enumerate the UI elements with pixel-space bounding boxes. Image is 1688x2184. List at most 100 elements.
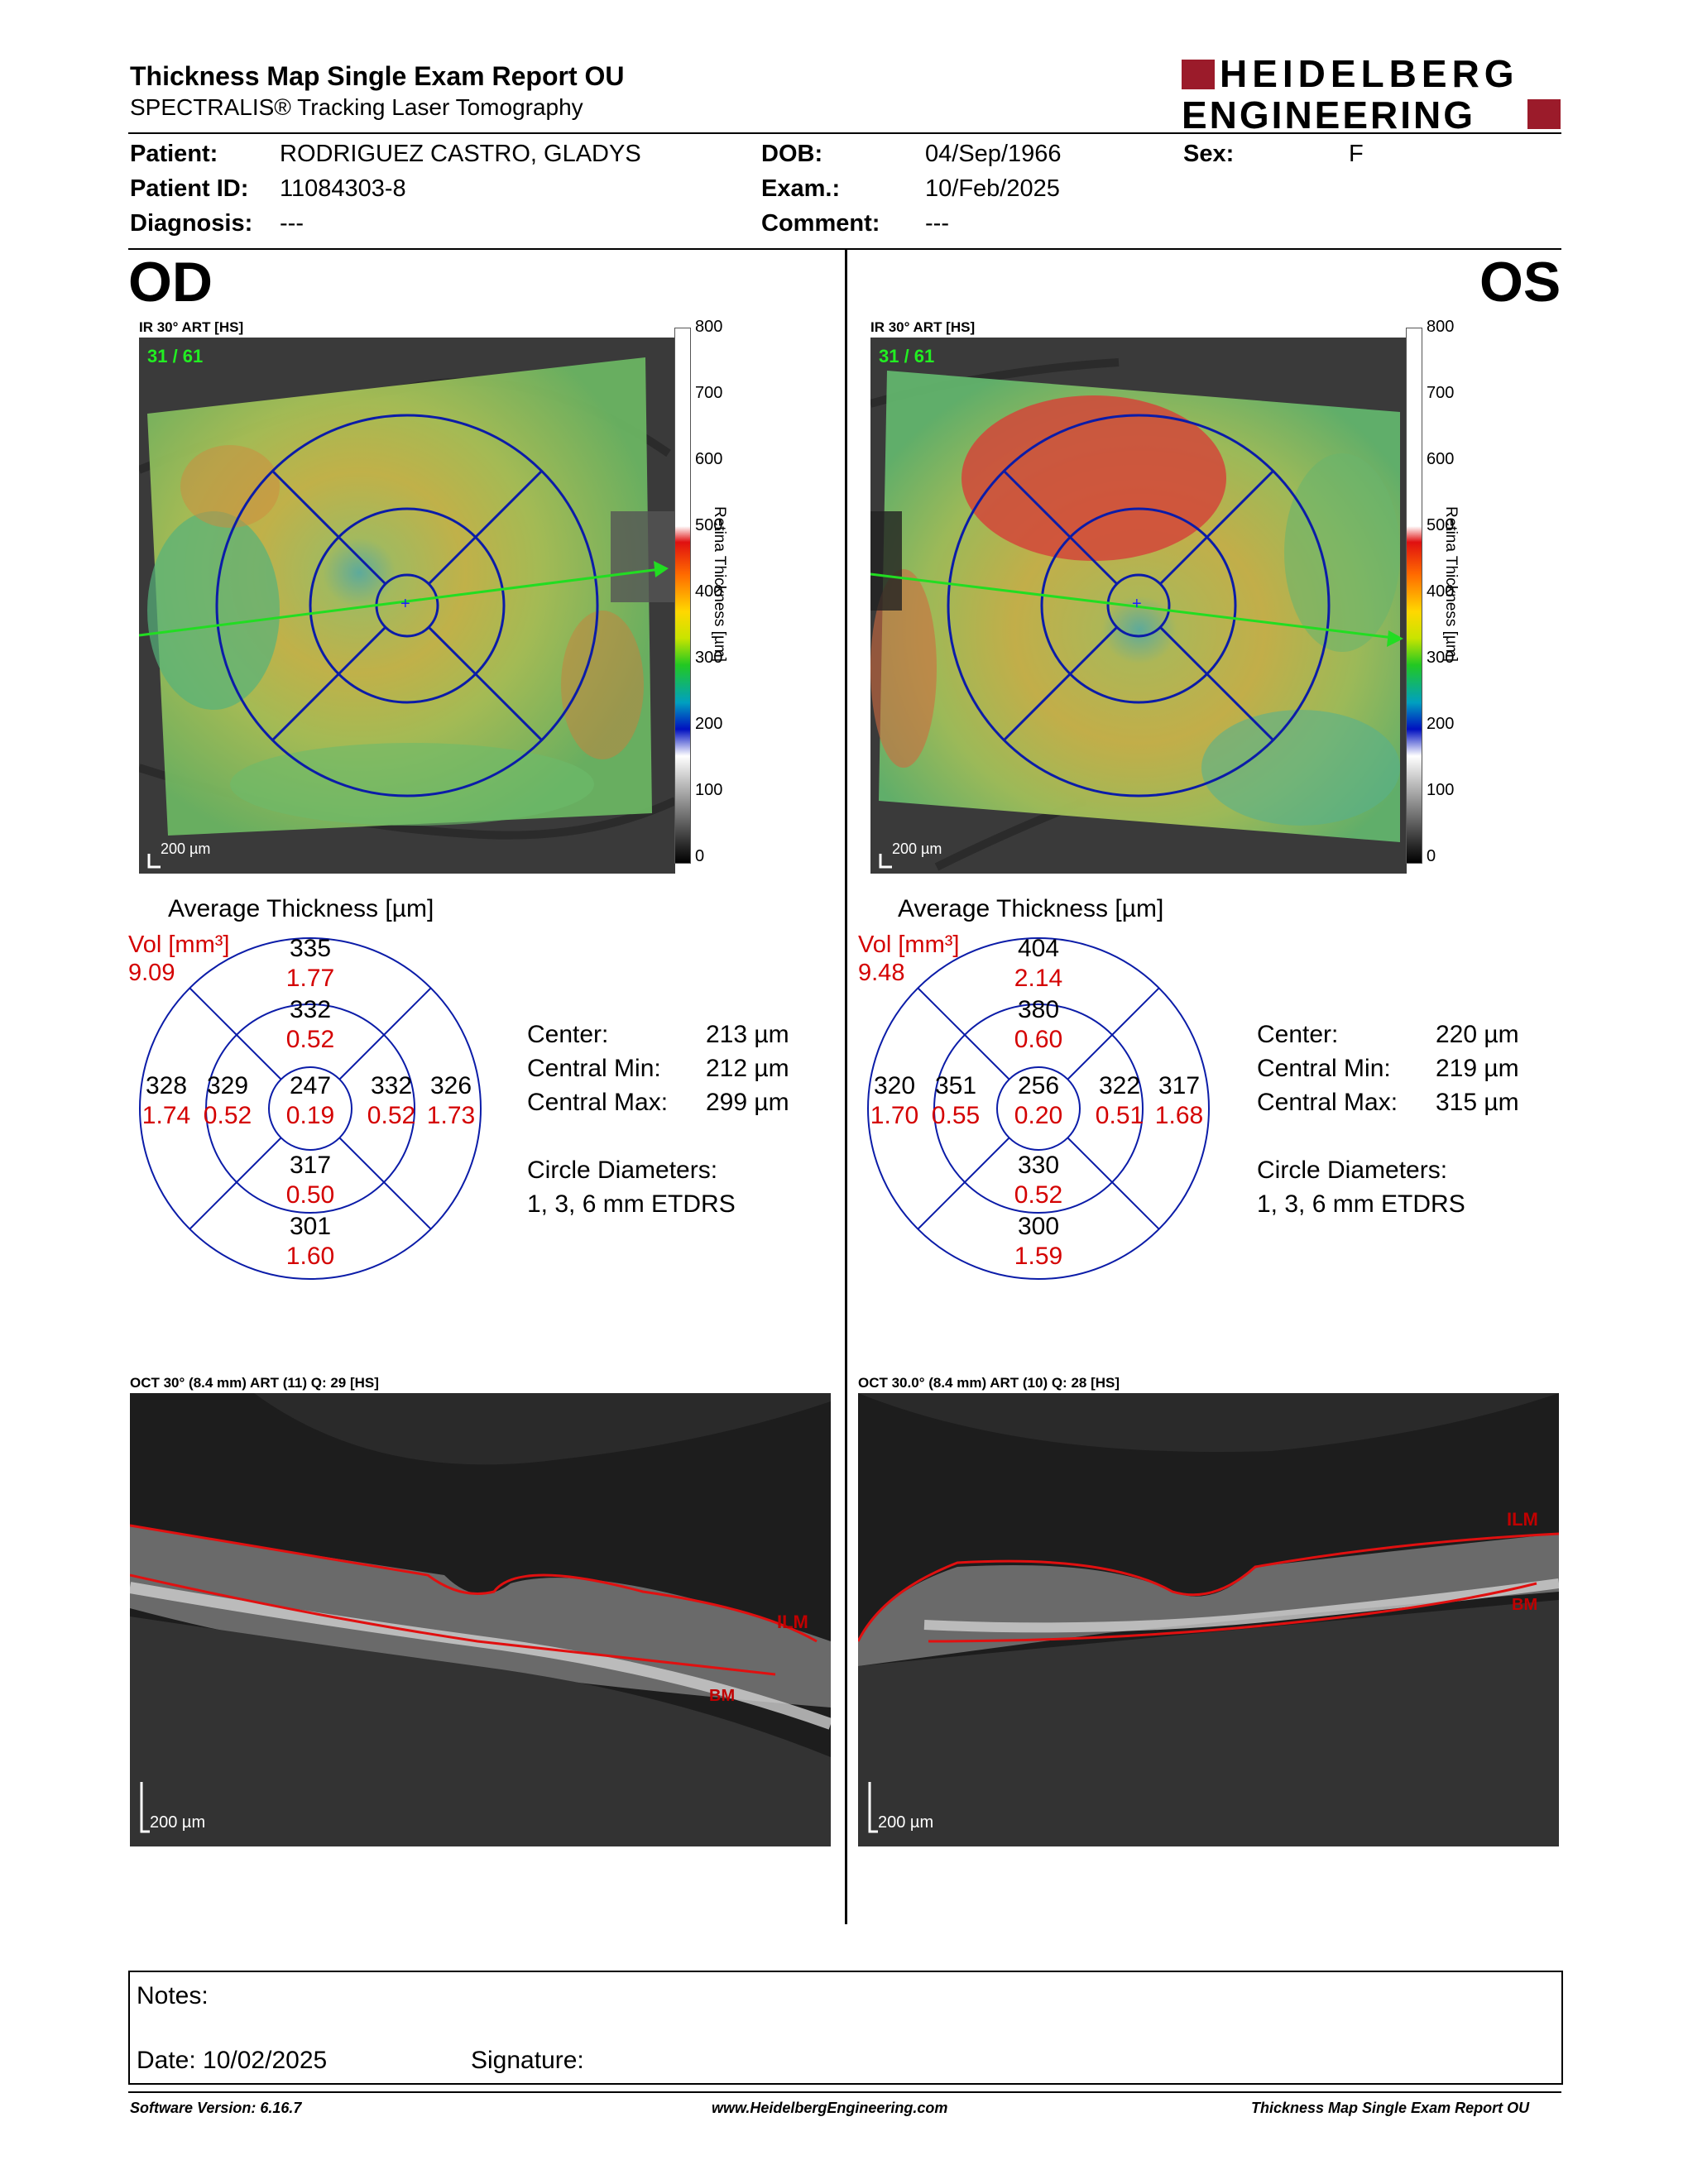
os-inner-inf-thickness: 330 bbox=[1017, 1152, 1060, 1179]
os-inner-sup-thickness: 380 bbox=[1017, 996, 1060, 1023]
os-inner-sup-vol: 0.60 bbox=[1014, 1026, 1063, 1053]
od-frame-counter: 31 / 61 bbox=[147, 346, 203, 366]
od-inner-right-vol: 0.52 bbox=[367, 1102, 416, 1129]
date-label: Date: 10/02/2025 bbox=[137, 2047, 328, 2074]
od-tick-600: 600 bbox=[695, 450, 723, 468]
os-cmax-label: Central Max: bbox=[1257, 1089, 1398, 1116]
diagnosis-label: Diagnosis: bbox=[130, 210, 253, 237]
os-etdrs-svg bbox=[867, 937, 1210, 1280]
od-outer-sup-vol: 1.77 bbox=[285, 965, 335, 992]
od-avg-title: Average Thickness [µm] bbox=[168, 895, 434, 922]
os-tick-100: 100 bbox=[1427, 781, 1455, 799]
od-outer-left-vol: 1.74 bbox=[141, 1102, 191, 1129]
signature-label: Signature: bbox=[471, 2047, 584, 2074]
od-tick-500: 500 bbox=[695, 516, 723, 534]
od-thickness-map: + 31 / 61 200 µm bbox=[137, 338, 678, 874]
patient-id-label: Patient ID: bbox=[130, 175, 249, 202]
exam-value: 10/Feb/2025 bbox=[925, 175, 1060, 202]
od-center-label: Center: bbox=[527, 1021, 609, 1048]
os-colorbar bbox=[1406, 328, 1422, 864]
od-outer-left-thickness: 328 bbox=[145, 1072, 188, 1099]
os-oct-scale: 200 µm bbox=[878, 1813, 933, 1832]
diagnosis-value: --- bbox=[280, 210, 304, 237]
od-etdrs-svg bbox=[139, 937, 482, 1280]
dob-label: DOB: bbox=[761, 141, 823, 167]
od-inner-left-vol: 0.52 bbox=[203, 1102, 252, 1129]
header-rule bbox=[128, 132, 1561, 134]
report-subtitle: SPECTRALIS® Tracking Laser Tomography bbox=[130, 94, 583, 120]
sex-label: Sex: bbox=[1183, 141, 1235, 167]
od-inner-right-thickness: 332 bbox=[370, 1072, 413, 1099]
os-circle-value: 1, 3, 6 mm ETDRS bbox=[1257, 1190, 1465, 1218]
od-oct-scan: ILM BM 200 µm bbox=[130, 1393, 831, 1846]
os-tick-700: 700 bbox=[1427, 384, 1455, 402]
notes-box[interactable]: Notes: Date: 10/02/2025 Signature: bbox=[128, 1971, 1563, 2085]
os-tick-600: 600 bbox=[1427, 450, 1455, 468]
od-cmin-value: 212 µm bbox=[706, 1055, 789, 1082]
os-ilm-label: ILM bbox=[1507, 1509, 1538, 1530]
od-tick-800: 800 bbox=[695, 318, 723, 336]
os-outer-left-thickness: 320 bbox=[873, 1072, 916, 1099]
os-outer-left-vol: 1.70 bbox=[870, 1102, 919, 1129]
os-outer-sup-thickness: 404 bbox=[1017, 935, 1060, 962]
os-oct-scan: ILM BM 200 µm bbox=[858, 1393, 1559, 1846]
od-vol-value: 9.09 bbox=[128, 960, 175, 986]
os-center-vol: 0.20 bbox=[1014, 1102, 1063, 1129]
od-oct-scale: 200 µm bbox=[150, 1813, 205, 1832]
footer-report-name: Thickness Map Single Exam Report OU bbox=[1251, 2100, 1530, 2116]
os-tick-300: 300 bbox=[1427, 649, 1455, 667]
patient-rule bbox=[128, 248, 1561, 250]
website-link[interactable]: www.HeidelbergEngineering.com bbox=[712, 2100, 948, 2116]
os-oct-svg: ILM BM 200 µm bbox=[858, 1393, 1559, 1846]
notes-label: Notes: bbox=[137, 1982, 209, 2009]
od-outer-inf-vol: 1.60 bbox=[285, 1243, 335, 1270]
od-oct-svg: ILM BM 200 µm bbox=[130, 1393, 831, 1846]
od-center-vol: 0.19 bbox=[285, 1102, 335, 1129]
od-cmax-value: 299 µm bbox=[706, 1089, 789, 1116]
od-outer-sup-thickness: 335 bbox=[289, 935, 332, 962]
od-circle-value: 1, 3, 6 mm ETDRS bbox=[527, 1190, 736, 1218]
os-cmin-value: 219 µm bbox=[1436, 1055, 1519, 1082]
os-colorbar-label: Retina Thickness [µm] bbox=[1442, 506, 1460, 662]
os-tick-800: 800 bbox=[1427, 318, 1455, 336]
od-eye-label: OD bbox=[128, 251, 213, 314]
os-outer-sup-vol: 2.14 bbox=[1014, 965, 1063, 992]
comment-label: Comment: bbox=[761, 210, 880, 237]
od-center-thickness: 247 bbox=[289, 1072, 332, 1099]
report-title: Thickness Map Single Exam Report OU bbox=[130, 61, 625, 91]
od-vol-label: Vol [mm³] bbox=[128, 932, 230, 958]
od-map-scale: 200 µm bbox=[161, 841, 210, 857]
os-center-value: 220 µm bbox=[1436, 1021, 1519, 1048]
od-inner-inf-thickness: 317 bbox=[289, 1152, 332, 1179]
os-inner-right-thickness: 322 bbox=[1098, 1072, 1141, 1099]
od-cmax-label: Central Max: bbox=[527, 1089, 669, 1116]
os-vol-value: 9.48 bbox=[858, 960, 905, 986]
od-bm-label: BM bbox=[709, 1687, 735, 1705]
os-thickness-map-svg: + 31 / 61 200 µm bbox=[869, 338, 1407, 874]
os-tick-200: 200 bbox=[1427, 715, 1455, 733]
od-tick-200: 200 bbox=[695, 715, 723, 733]
patient-label: Patient: bbox=[130, 141, 218, 167]
os-cmin-label: Central Min: bbox=[1257, 1055, 1391, 1082]
svg-text:+: + bbox=[1132, 595, 1142, 613]
svg-text:+: + bbox=[400, 595, 410, 613]
os-etdrs-grid: 404 2.14 380 0.60 320 1.70 351 0.55 256 … bbox=[865, 935, 1212, 1282]
exam-label: Exam.: bbox=[761, 175, 841, 202]
os-cmax-value: 315 µm bbox=[1436, 1089, 1519, 1116]
os-ir-label: IR 30° ART [HS] bbox=[870, 319, 976, 335]
os-avg-title: Average Thickness [µm] bbox=[898, 895, 1164, 922]
od-tick-700: 700 bbox=[695, 384, 723, 402]
od-colorbar bbox=[674, 328, 691, 864]
os-outer-right-vol: 1.68 bbox=[1154, 1102, 1204, 1129]
od-inner-inf-vol: 0.50 bbox=[285, 1181, 335, 1209]
os-inner-inf-vol: 0.52 bbox=[1014, 1181, 1063, 1209]
logo-text-top: HEIDELBERG bbox=[1220, 52, 1519, 95]
center-divider bbox=[845, 250, 847, 1924]
od-inner-sup-vol: 0.52 bbox=[285, 1026, 335, 1053]
os-tick-400: 400 bbox=[1427, 582, 1455, 601]
os-map-scale: 200 µm bbox=[892, 841, 942, 857]
od-etdrs-grid: 335 1.77 332 0.52 328 1.74 329 0.52 247 … bbox=[137, 935, 484, 1282]
od-colorbar-label: Retina Thickness [µm] bbox=[711, 506, 728, 662]
os-vol-label: Vol [mm³] bbox=[858, 932, 960, 958]
os-circle-label: Circle Diameters: bbox=[1257, 1157, 1448, 1184]
